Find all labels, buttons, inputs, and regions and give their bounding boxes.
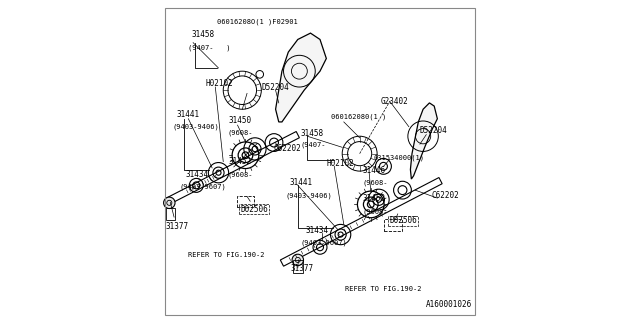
Text: 31452: 31452	[363, 194, 386, 203]
Bar	[237, 196, 254, 207]
Polygon shape	[276, 33, 326, 122]
Text: (9403-9406): (9403-9406)	[285, 192, 332, 199]
Text: A160001026: A160001026	[426, 300, 472, 309]
Text: (9407-: (9407-	[301, 141, 326, 148]
Bar	[166, 208, 175, 220]
Text: D52204: D52204	[420, 126, 447, 135]
Polygon shape	[410, 103, 437, 179]
Text: 31450: 31450	[228, 116, 251, 125]
Text: 31434: 31434	[185, 170, 208, 179]
Text: 31458: 31458	[191, 30, 214, 39]
Circle shape	[292, 254, 303, 266]
Text: 31441: 31441	[290, 178, 313, 187]
Text: 31452: 31452	[228, 157, 251, 166]
Text: H02102: H02102	[326, 159, 354, 168]
Text: 31377: 31377	[291, 264, 314, 273]
Text: 31441: 31441	[177, 109, 200, 118]
Text: (9403-9607): (9403-9607)	[301, 240, 348, 246]
Text: C62202: C62202	[273, 144, 301, 153]
Text: G23402: G23402	[380, 97, 408, 106]
Text: D02506: D02506	[240, 205, 268, 214]
Text: (9407-   ): (9407- )	[188, 44, 231, 51]
Text: (9608-: (9608-	[227, 130, 253, 136]
Text: REFER TO FIG.190-2: REFER TO FIG.190-2	[346, 286, 422, 292]
Text: REFER TO FIG.190-2: REFER TO FIG.190-2	[188, 252, 265, 258]
Text: D02506: D02506	[389, 216, 417, 225]
Text: 031534000(1): 031534000(1)	[373, 154, 424, 161]
Text: C62202: C62202	[431, 191, 460, 200]
Text: 31458: 31458	[301, 129, 324, 138]
Text: H02102: H02102	[206, 79, 234, 88]
Text: (9403-9406): (9403-9406)	[173, 124, 220, 130]
Text: (9608-: (9608-	[227, 171, 253, 178]
Text: 06016208O(1 )F02901: 06016208O(1 )F02901	[217, 19, 298, 25]
Text: 31434: 31434	[306, 226, 329, 235]
Text: (9403-9607): (9403-9607)	[180, 184, 227, 190]
Text: 31446: 31446	[363, 166, 386, 175]
Circle shape	[164, 197, 175, 209]
Text: 060162080(1 ): 060162080(1 )	[331, 114, 387, 120]
Bar	[384, 220, 402, 231]
Text: (9608-: (9608-	[362, 180, 388, 186]
Text: 31377: 31377	[166, 222, 189, 231]
Text: (9608-: (9608-	[362, 208, 388, 215]
Bar	[293, 260, 303, 273]
Text: D52204: D52204	[261, 83, 289, 92]
